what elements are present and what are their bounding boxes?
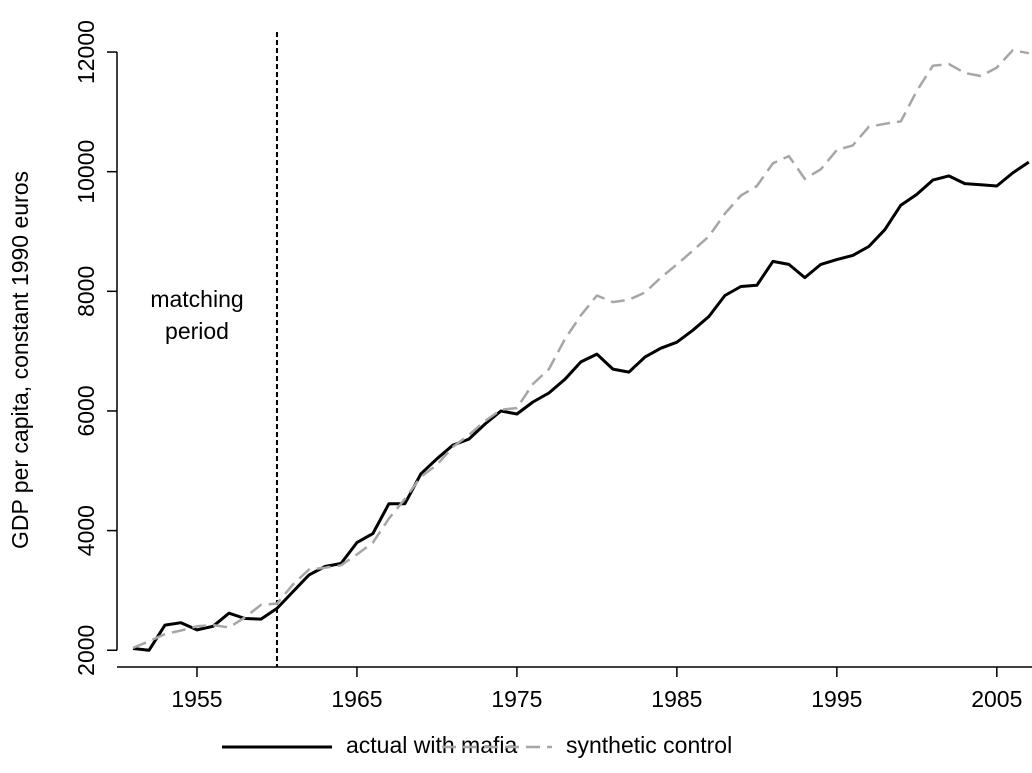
series-line — [132, 48, 1030, 650]
y-axis-label: GDP per capita, constant 1990 euros — [7, 171, 33, 549]
annotation: matching — [150, 286, 243, 312]
annotation: period — [165, 318, 229, 344]
x-tick-label: 1965 — [331, 686, 382, 712]
y-tick-label: 6000 — [73, 385, 99, 436]
x-tick-label: 1995 — [811, 686, 862, 712]
series-line — [132, 160, 1030, 652]
y-tick-label: 8000 — [73, 266, 99, 317]
legend-label: synthetic control — [566, 732, 732, 758]
x-tick-label: 2005 — [971, 686, 1022, 712]
y-tick-label: 2000 — [73, 625, 99, 676]
x-tick-label: 1985 — [651, 686, 702, 712]
y-tick-label: 4000 — [73, 505, 99, 556]
y-tick-label: 10000 — [73, 140, 99, 204]
y-tick-label: 12000 — [73, 20, 99, 84]
legend-label: actual with mafia — [346, 732, 518, 758]
x-tick-label: 1975 — [491, 686, 542, 712]
x-tick-label: 1955 — [171, 686, 222, 712]
